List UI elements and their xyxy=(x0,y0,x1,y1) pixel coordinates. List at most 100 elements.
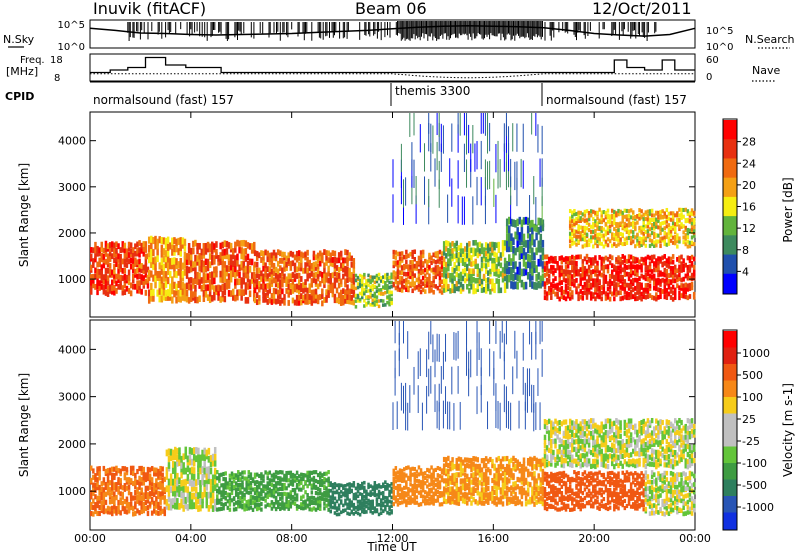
power-cell-8 xyxy=(629,268,633,274)
power-ytick-label: 1000 xyxy=(58,273,86,286)
power-cell-8 xyxy=(545,295,549,301)
power-cell-8 xyxy=(676,256,679,262)
velocity-cell-5 xyxy=(457,463,461,469)
velocity-cell-0 xyxy=(106,472,110,478)
power-cell-2 xyxy=(240,289,243,296)
power-cell-6 xyxy=(470,273,473,280)
power-cell-0 xyxy=(123,257,127,264)
power-cell-4 xyxy=(371,278,374,283)
power-cell-8 xyxy=(661,255,664,261)
power-cell-3 xyxy=(274,266,278,273)
power-cell-1 xyxy=(147,296,151,304)
power-cell-5 xyxy=(432,278,435,283)
power-cell-3 xyxy=(346,256,349,263)
power-cell-5 xyxy=(440,267,444,272)
velocity-cell-4 xyxy=(407,465,410,470)
velocity-cell-5 xyxy=(445,457,448,463)
velocity-cell-3 xyxy=(352,502,356,507)
power-cell-3 xyxy=(262,288,265,295)
velocity-cell-2 xyxy=(239,495,242,501)
velocity-cell-0 xyxy=(111,472,114,478)
power-cell-1 xyxy=(166,293,170,301)
power-cell-1 xyxy=(162,255,166,263)
power-cell-8 xyxy=(623,294,627,300)
velocity-cell-6 xyxy=(552,476,555,481)
velocity-cell-2 xyxy=(245,490,248,495)
velocity-cell-3 xyxy=(388,511,391,516)
velocity-cell-5 xyxy=(493,496,496,502)
power-cell-9 xyxy=(652,240,656,245)
velocity-cell-0 xyxy=(129,470,133,476)
velocity-cell-6 xyxy=(566,486,570,492)
power-cell-3 xyxy=(283,251,286,258)
power-cell-6 xyxy=(497,256,501,263)
power-cell-8 xyxy=(657,272,660,278)
power-cell-8 xyxy=(636,281,639,287)
power-cell-0 xyxy=(136,241,139,248)
power-cell-0 xyxy=(138,280,141,287)
power-cell-3 xyxy=(283,273,286,280)
power-cell-6 xyxy=(480,248,484,255)
power-cell-8 xyxy=(676,274,679,280)
power-cell-6 xyxy=(472,283,475,290)
velocity-cell-2 xyxy=(289,481,293,486)
power-cell-5 xyxy=(440,285,444,290)
power-cell-3 xyxy=(287,273,290,280)
power-cell-9 xyxy=(644,229,648,234)
velocity-cell-0 xyxy=(155,471,158,477)
power-cell-5 xyxy=(392,270,395,275)
velocity-cell-2 xyxy=(287,470,290,475)
velocity-cell-5 xyxy=(522,475,526,482)
power-cell-9 xyxy=(665,242,669,247)
velocity-cell-5 xyxy=(472,472,475,478)
power-cell-1 xyxy=(164,280,168,288)
power-cell-6 xyxy=(482,252,486,259)
velocity-cell-2 xyxy=(306,478,309,483)
power-cell-3 xyxy=(325,289,328,296)
power-cell-8 xyxy=(592,260,595,266)
velocity-cell-1 xyxy=(205,477,209,484)
velocity-cell-4 xyxy=(424,501,427,506)
velocity-cell-5 xyxy=(508,472,511,478)
velocity-cell-3 xyxy=(384,480,387,484)
power-cell-7 xyxy=(510,281,513,289)
power-cell-2 xyxy=(185,253,189,260)
power-cell-3 xyxy=(344,278,347,285)
velocity-cell-0 xyxy=(106,477,110,483)
power-cell-9 xyxy=(623,237,627,242)
velocity-cell-2 xyxy=(323,490,326,496)
velocity-cell-3 xyxy=(337,486,341,491)
power-cell-8 xyxy=(652,267,656,273)
power-cell-6 xyxy=(491,278,494,285)
power-cell-3 xyxy=(314,254,318,261)
velocity-cell-0 xyxy=(90,477,93,483)
power-cell-2 xyxy=(219,252,222,259)
power-cell-8 xyxy=(564,296,568,302)
power-cell-2 xyxy=(250,258,254,266)
power-cell-8 xyxy=(623,281,627,287)
power-cell-8 xyxy=(587,274,591,280)
velocity-cell-3 xyxy=(333,503,337,508)
velocity-cell-2 xyxy=(260,491,263,497)
velocity-cell-1 xyxy=(205,501,209,509)
velocity-cell-1 xyxy=(165,467,169,474)
velocity-cell-4 xyxy=(394,495,398,500)
power-cell-9 xyxy=(629,241,633,246)
power-cell-9 xyxy=(571,228,574,233)
power-cell-6 xyxy=(503,275,507,282)
power-cell-8 xyxy=(615,282,618,288)
power-cell-6 xyxy=(480,278,484,285)
velocity-cell-6 xyxy=(583,504,587,509)
velocity-cell-5 xyxy=(453,493,456,499)
power-cell-9 xyxy=(619,221,622,226)
velocity-cell-2 xyxy=(228,478,232,483)
power-cell-0 xyxy=(113,284,116,291)
power-cell-3 xyxy=(281,257,284,264)
velocity-cell-2 xyxy=(285,474,288,480)
velocity-cell-2 xyxy=(249,490,253,495)
velocity-cell-0 xyxy=(150,477,154,483)
velocity-cell-5 xyxy=(537,461,540,468)
power-cell-9 xyxy=(652,224,656,229)
power-cell-0 xyxy=(136,247,139,254)
power-cell-5 xyxy=(421,281,425,286)
